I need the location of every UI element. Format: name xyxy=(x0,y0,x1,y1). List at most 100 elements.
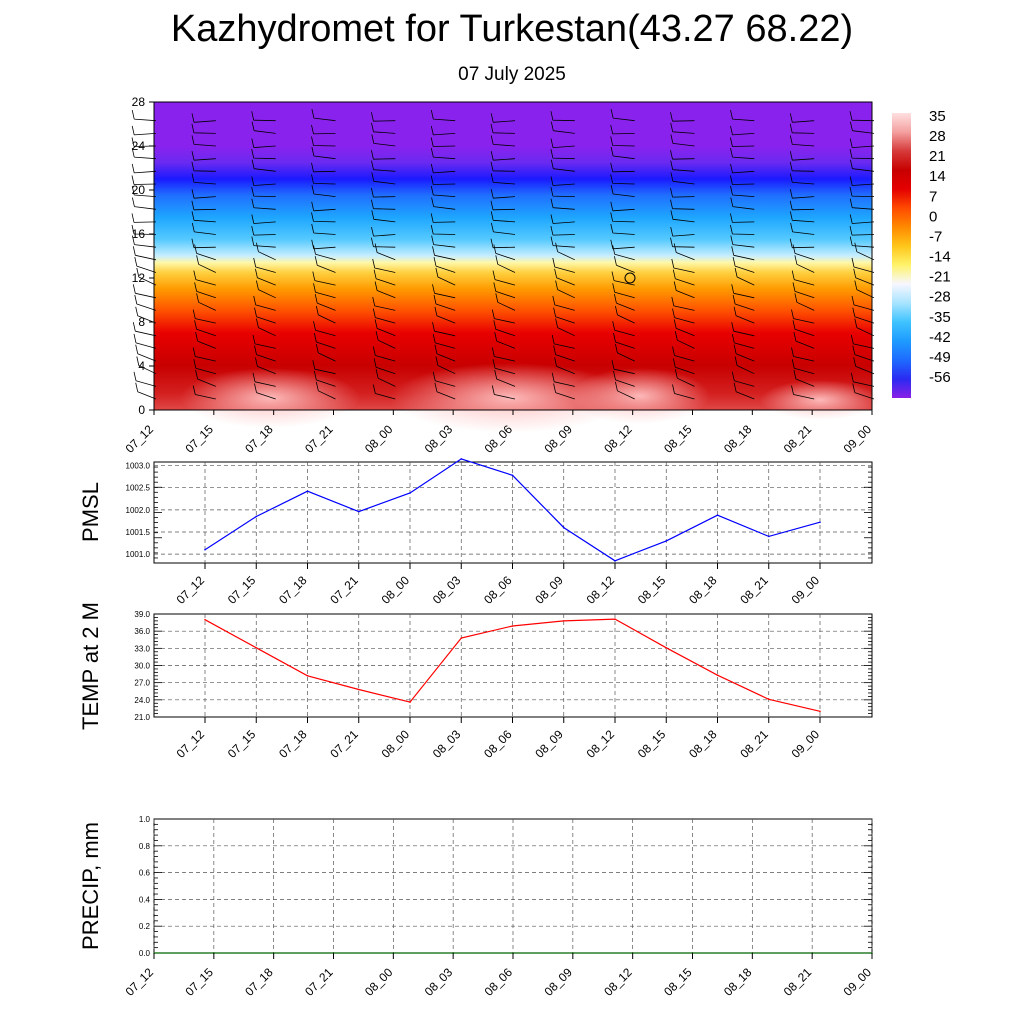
wind-barb xyxy=(731,322,755,337)
wind-barb xyxy=(432,371,456,387)
wind-barb xyxy=(670,172,695,185)
data-point xyxy=(716,674,719,677)
wind-barb xyxy=(610,223,635,235)
wind-barb xyxy=(191,173,216,185)
wind-barb xyxy=(733,382,755,400)
pmsl-panel: 1001.0 1001.5 1002.0 1002.5 1003.0 07_12 07_15… xyxy=(78,458,873,607)
wind-barb xyxy=(131,163,157,174)
wind-barb xyxy=(555,280,575,299)
wind-barb xyxy=(251,149,276,160)
wind-barb xyxy=(610,184,635,197)
x-tick-label: 07_21 xyxy=(302,422,336,456)
x-tick-label: 07_15 xyxy=(182,422,216,456)
wind-barb xyxy=(672,346,695,362)
wind-barb xyxy=(734,356,755,375)
wind-barb xyxy=(730,224,755,235)
wind-barb xyxy=(251,138,276,148)
wind-barb xyxy=(551,372,575,387)
data-point xyxy=(819,521,821,524)
wind-barb xyxy=(194,282,216,299)
wind-barb xyxy=(491,385,516,400)
wind-barb xyxy=(311,136,336,147)
wind-barb xyxy=(730,213,755,223)
wind-barb xyxy=(672,308,695,324)
wind-barb xyxy=(430,148,456,160)
gridlines xyxy=(154,462,872,563)
wind-barb xyxy=(311,146,336,160)
y-tick-label: 27.0 xyxy=(134,679,150,688)
wind-barb xyxy=(731,371,755,387)
x-tick-label: 08_18 xyxy=(721,965,755,999)
wind-barb xyxy=(611,271,635,286)
wind-barb xyxy=(430,175,456,185)
colorbar-scale xyxy=(892,113,911,398)
x-tick-label: 08_00 xyxy=(379,573,413,607)
y-tick-label: 30.0 xyxy=(134,662,150,671)
wind-barb xyxy=(192,347,216,362)
wind-barb xyxy=(791,270,815,286)
wind-barb xyxy=(135,344,157,362)
x-tick-label: 08_03 xyxy=(430,573,464,607)
data-point xyxy=(716,514,719,516)
wind-barb xyxy=(431,197,456,210)
wind-barb xyxy=(790,222,815,235)
wind-barb xyxy=(551,334,575,349)
x-tick-label: 07_15 xyxy=(182,965,216,999)
wind-barb xyxy=(854,318,875,337)
wind-barb xyxy=(794,293,815,311)
wind-barb xyxy=(311,174,336,185)
wind-barb xyxy=(251,111,276,122)
data-point xyxy=(409,492,411,494)
wind-barb xyxy=(792,282,815,299)
wind-barb xyxy=(372,296,396,311)
wind-barb xyxy=(670,199,695,210)
wind-barb xyxy=(371,188,396,198)
wind-barb xyxy=(850,121,875,134)
wind-barb xyxy=(849,111,875,122)
wind-barb xyxy=(374,243,396,261)
wind-barb xyxy=(134,294,157,311)
wind-barb xyxy=(670,227,695,237)
x-tick-label: 08_21 xyxy=(737,573,771,607)
wind-barb xyxy=(552,295,575,311)
wind-barb xyxy=(134,257,157,273)
wind-barb xyxy=(612,283,635,299)
wind-barb xyxy=(131,125,157,136)
wind-barb xyxy=(131,110,157,122)
wind-barb xyxy=(314,256,336,273)
wind-barb xyxy=(613,370,635,387)
wind-barb xyxy=(256,242,276,261)
temp-panel: 21.0 24.0 27.0 30.0 33.0 36.0 39.0 07_12 07_15 07… xyxy=(78,602,873,761)
wind-barb xyxy=(850,334,875,349)
data-point xyxy=(614,618,616,620)
wind-barb xyxy=(375,331,396,349)
wind-barb xyxy=(731,333,755,349)
wind-barb xyxy=(670,134,695,147)
wind-barb xyxy=(730,110,755,122)
wind-barb xyxy=(251,198,276,210)
wind-barb xyxy=(610,124,635,135)
wind-barb xyxy=(849,236,875,248)
wind-barb xyxy=(792,244,815,261)
data-point xyxy=(665,540,668,542)
colorbar-label: 21 xyxy=(929,148,946,165)
x-tick-label: 08_12 xyxy=(584,727,618,761)
wind-barb xyxy=(730,163,755,174)
wind-barbs xyxy=(131,109,875,400)
data-point xyxy=(204,548,206,551)
warm-cell xyxy=(760,380,880,420)
wind-barb xyxy=(251,159,276,172)
wind-barb xyxy=(192,309,216,324)
wind-barb xyxy=(372,258,396,273)
wind-barb xyxy=(490,200,516,211)
wind-barb xyxy=(430,125,456,136)
wind-barb xyxy=(490,238,516,249)
y-tick-label: 1001.5 xyxy=(126,528,151,537)
y-tick-label: 0.2 xyxy=(139,922,151,931)
chart-subtitle: 07 July 2025 xyxy=(458,64,566,85)
wind-barb xyxy=(851,257,875,273)
wind-barb xyxy=(550,226,575,236)
wind-barb xyxy=(313,332,336,349)
